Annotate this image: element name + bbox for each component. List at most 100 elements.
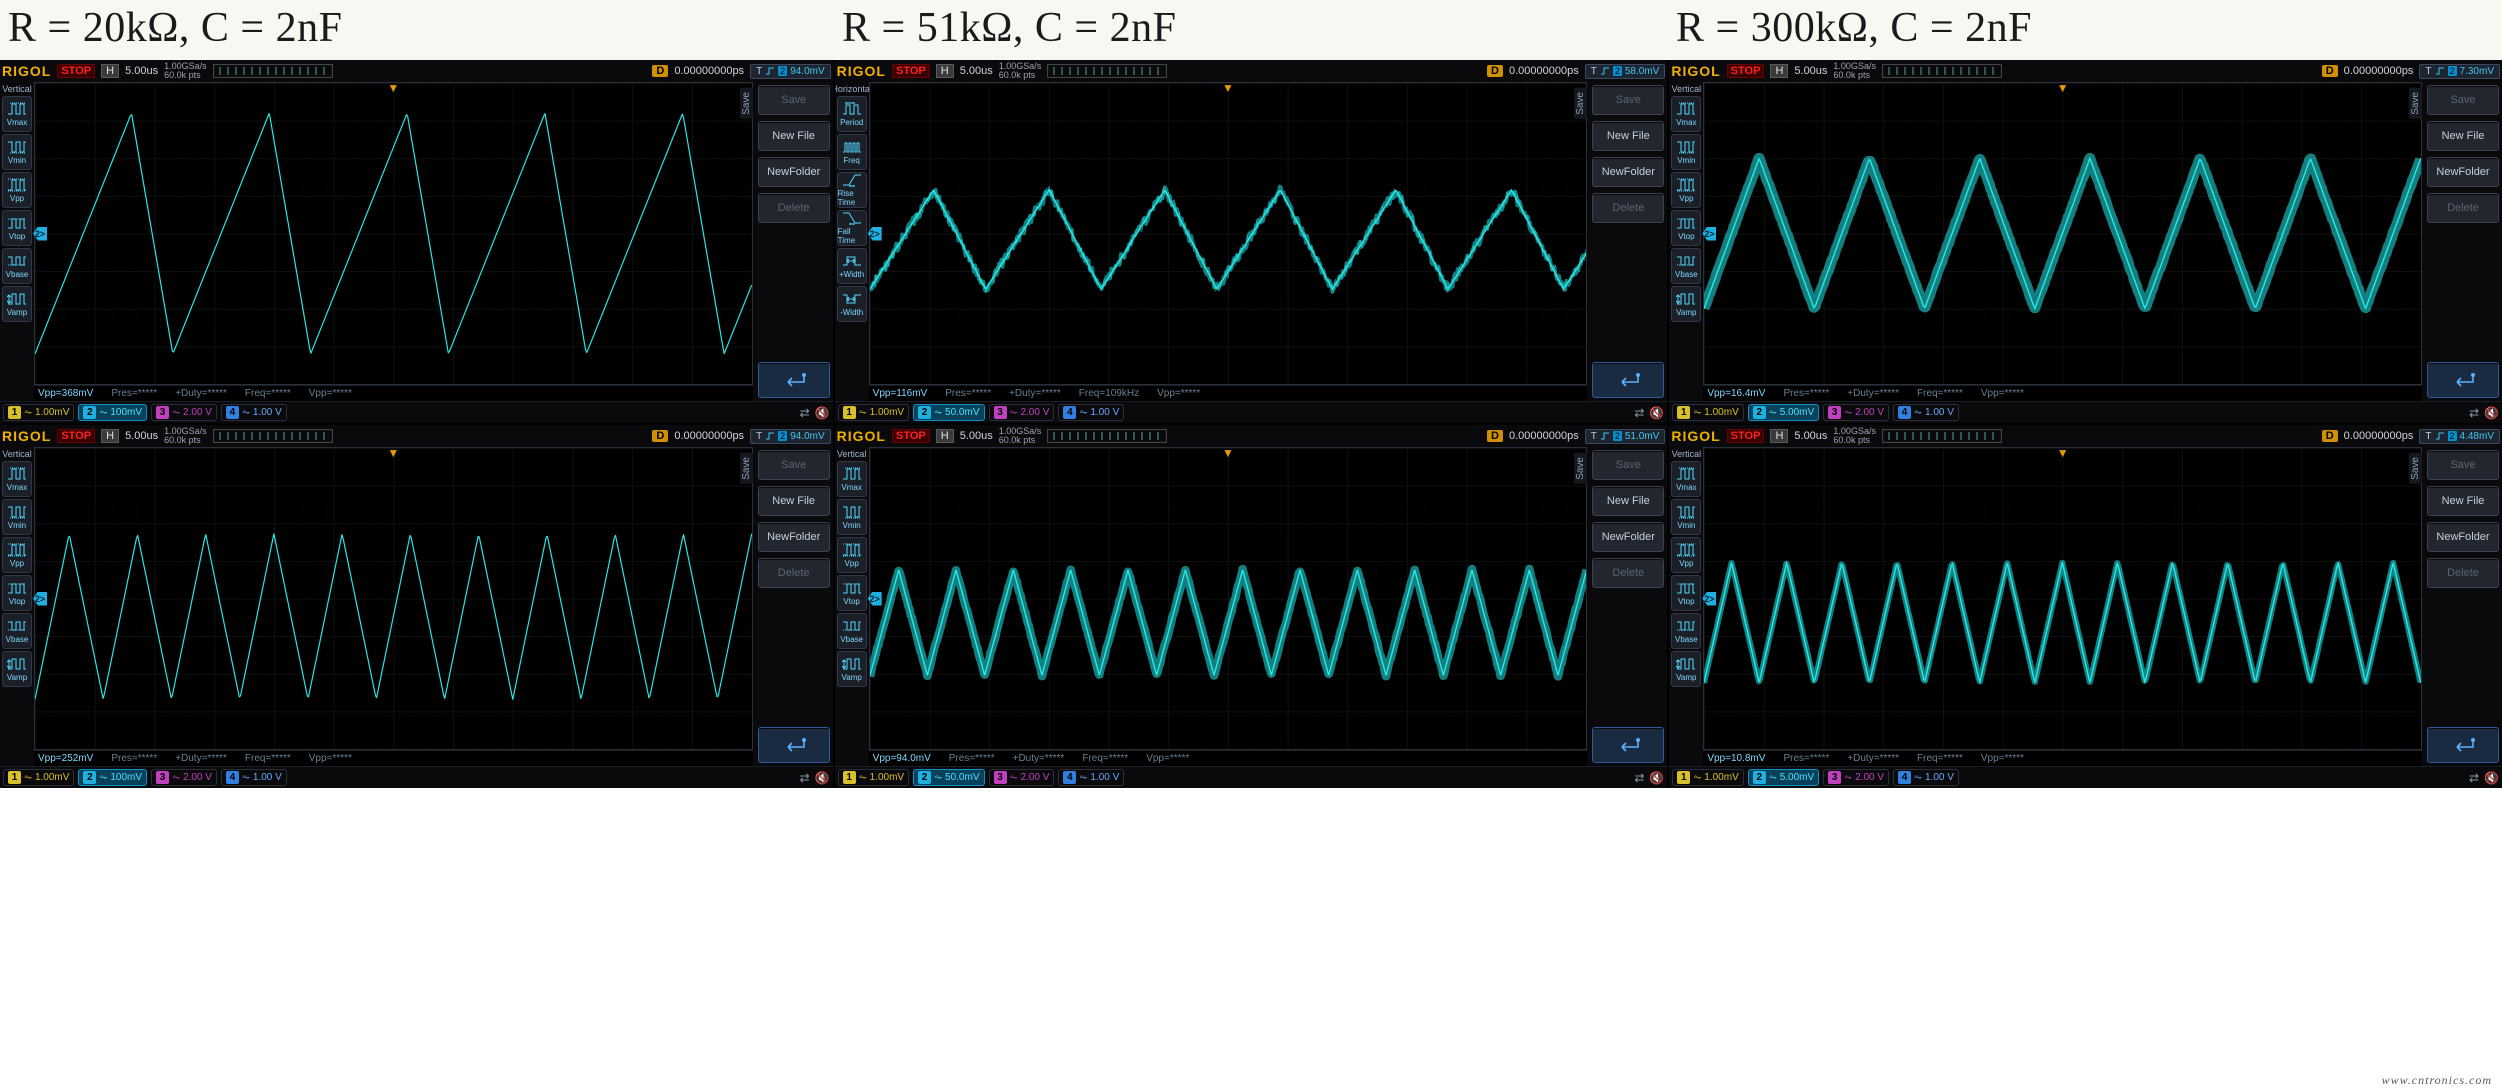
ch1-pill[interactable]: 1⏦ 1.00mV <box>838 404 909 421</box>
waveform-plot[interactable]: ▼ 2> <box>869 447 1588 750</box>
meas-period-button[interactable]: Period <box>837 96 867 132</box>
return-button[interactable] <box>1592 362 1664 398</box>
trigger-info[interactable]: T 2 4.48mV <box>2419 429 2500 444</box>
ch4-pill[interactable]: 4⏦ 1.00 V <box>1893 404 1959 421</box>
meas-vmax-button[interactable]: Vmax <box>1671 96 1701 132</box>
ch1-pill[interactable]: 1⏦ 1.00mV <box>1672 769 1743 786</box>
meas-vamp-button[interactable]: Vamp <box>837 651 867 687</box>
meas--width-button[interactable]: -Width <box>837 286 867 322</box>
ch4-pill[interactable]: 4⏦ 1.00 V <box>1893 769 1959 786</box>
waveform-plot[interactable]: ▼ 2> <box>34 447 753 750</box>
trigger-info[interactable]: T 2 94.0mV <box>750 429 831 444</box>
meas-+width-button[interactable]: +Width <box>837 248 867 284</box>
return-button[interactable] <box>2427 362 2499 398</box>
ch3-pill[interactable]: 3⏦ 2.00 V <box>151 404 217 421</box>
meas-risetime-button[interactable]: Rise Time <box>837 172 867 208</box>
new-folder-button[interactable]: NewFolder <box>2427 157 2499 187</box>
return-button[interactable] <box>758 362 830 398</box>
ch1-pill[interactable]: 1⏦ 1.00mV <box>3 404 74 421</box>
delete-button[interactable]: Delete <box>2427 558 2499 588</box>
meas-vbase-button[interactable]: Vbase <box>1671 613 1701 649</box>
ch2-pill[interactable]: 2⏦ 5.00mV <box>1748 769 1819 786</box>
delete-button[interactable]: Delete <box>2427 193 2499 223</box>
return-button[interactable] <box>1592 727 1664 763</box>
meas-vpp-button[interactable]: Vpp <box>1671 537 1701 573</box>
trigger-info[interactable]: T 2 7.30mV <box>2419 64 2500 79</box>
ch2-pill[interactable]: 2⏦ 100mV <box>78 404 147 421</box>
meas-vtop-button[interactable]: Vtop <box>1671 575 1701 611</box>
new-folder-button[interactable]: NewFolder <box>1592 157 1664 187</box>
new-folder-button[interactable]: NewFolder <box>1592 522 1664 552</box>
meas-vmax-button[interactable]: Vmax <box>837 461 867 497</box>
meas-vpp-button[interactable]: Vpp <box>2 537 32 573</box>
ch3-pill[interactable]: 3⏦ 2.00 V <box>1823 404 1889 421</box>
waveform-plot[interactable]: ▼ 2> <box>34 82 753 385</box>
save-button[interactable]: Save <box>758 85 830 115</box>
trigger-info[interactable]: T 2 51.0mV <box>1585 429 1666 444</box>
save-button[interactable]: Save <box>1592 450 1664 480</box>
new-file-button[interactable]: New File <box>758 486 830 516</box>
new-folder-button[interactable]: NewFolder <box>758 522 830 552</box>
ch2-pill[interactable]: 2⏦ 50.0mV <box>913 769 984 786</box>
waveform-plot[interactable]: ▼ 2> <box>869 82 1588 385</box>
ch4-pill[interactable]: 4⏦ 1.00 V <box>221 404 287 421</box>
ch3-pill[interactable]: 3⏦ 2.00 V <box>989 769 1055 786</box>
waveform-plot[interactable]: ▼ 2> <box>1703 447 2422 750</box>
trigger-info[interactable]: T 2 58.0mV <box>1585 64 1666 79</box>
delete-button[interactable]: Delete <box>1592 558 1664 588</box>
meas-vpp-button[interactable]: Vpp <box>2 172 32 208</box>
meas-vmax-button[interactable]: Vmax <box>2 96 32 132</box>
new-folder-button[interactable]: NewFolder <box>2427 522 2499 552</box>
new-file-button[interactable]: New File <box>2427 121 2499 151</box>
save-button[interactable]: Save <box>1592 85 1664 115</box>
delete-button[interactable]: Delete <box>758 193 830 223</box>
new-file-button[interactable]: New File <box>758 121 830 151</box>
ch1-pill[interactable]: 1⏦ 1.00mV <box>3 769 74 786</box>
meas-vmin-button[interactable]: Vmin <box>1671 499 1701 535</box>
return-button[interactable] <box>2427 727 2499 763</box>
meas-vamp-button[interactable]: Vamp <box>2 286 32 322</box>
new-folder-button[interactable]: NewFolder <box>758 157 830 187</box>
meas-vmin-button[interactable]: Vmin <box>1671 134 1701 170</box>
ch2-pill[interactable]: 2⏦ 50.0mV <box>913 404 984 421</box>
waveform-plot[interactable]: ▼ 2> <box>1703 82 2422 385</box>
meas-vmin-button[interactable]: Vmin <box>837 499 867 535</box>
return-button[interactable] <box>758 727 830 763</box>
trigger-info[interactable]: T 2 94.0mV <box>750 64 831 79</box>
meas-vbase-button[interactable]: Vbase <box>2 248 32 284</box>
save-button[interactable]: Save <box>758 450 830 480</box>
meas-vamp-button[interactable]: Vamp <box>1671 286 1701 322</box>
ch3-pill[interactable]: 3⏦ 2.00 V <box>989 404 1055 421</box>
meas-vpp-button[interactable]: Vpp <box>837 537 867 573</box>
meas-vpp-button[interactable]: Vpp <box>1671 172 1701 208</box>
meas-vmax-button[interactable]: Vmax <box>2 461 32 497</box>
new-file-button[interactable]: New File <box>1592 121 1664 151</box>
meas-vmin-button[interactable]: Vmin <box>2 134 32 170</box>
ch2-pill[interactable]: 2⏦ 100mV <box>78 769 147 786</box>
ch1-pill[interactable]: 1⏦ 1.00mV <box>1672 404 1743 421</box>
meas-vmin-button[interactable]: Vmin <box>2 499 32 535</box>
save-button[interactable]: Save <box>2427 85 2499 115</box>
meas-falltime-button[interactable]: Fall Time <box>837 210 867 246</box>
meas-vtop-button[interactable]: Vtop <box>2 575 32 611</box>
ch1-pill[interactable]: 1⏦ 1.00mV <box>838 769 909 786</box>
ch4-pill[interactable]: 4⏦ 1.00 V <box>1058 769 1124 786</box>
save-button[interactable]: Save <box>2427 450 2499 480</box>
delete-button[interactable]: Delete <box>758 558 830 588</box>
ch4-pill[interactable]: 4⏦ 1.00 V <box>221 769 287 786</box>
ch3-pill[interactable]: 3⏦ 2.00 V <box>1823 769 1889 786</box>
meas-vmax-button[interactable]: Vmax <box>1671 461 1701 497</box>
ch4-pill[interactable]: 4⏦ 1.00 V <box>1058 404 1124 421</box>
meas-vamp-button[interactable]: Vamp <box>1671 651 1701 687</box>
ch3-pill[interactable]: 3⏦ 2.00 V <box>151 769 217 786</box>
meas-vbase-button[interactable]: Vbase <box>2 613 32 649</box>
meas-vbase-button[interactable]: Vbase <box>837 613 867 649</box>
meas-vbase-button[interactable]: Vbase <box>1671 248 1701 284</box>
new-file-button[interactable]: New File <box>2427 486 2499 516</box>
delete-button[interactable]: Delete <box>1592 193 1664 223</box>
meas-vtop-button[interactable]: Vtop <box>1671 210 1701 246</box>
new-file-button[interactable]: New File <box>1592 486 1664 516</box>
meas-vtop-button[interactable]: Vtop <box>2 210 32 246</box>
meas-vamp-button[interactable]: Vamp <box>2 651 32 687</box>
meas-vtop-button[interactable]: Vtop <box>837 575 867 611</box>
